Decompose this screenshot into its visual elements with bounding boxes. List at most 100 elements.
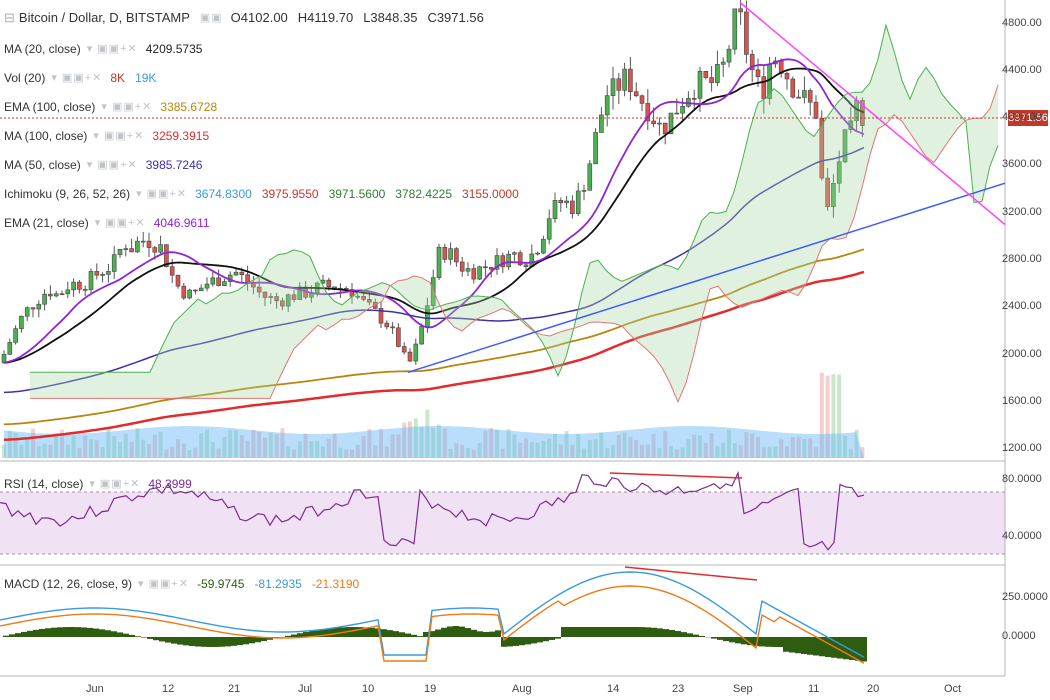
indicator-name: EMA (21, close) <box>4 216 89 230</box>
macd-histogram-bar <box>75 627 81 637</box>
macd-histogram-bar <box>447 626 453 637</box>
candle-body <box>24 307 30 317</box>
indicator-settings-icons[interactable]: ▾ ▣▣+✕ <box>51 72 103 84</box>
volume-bar <box>268 432 273 458</box>
candle-body <box>210 277 216 285</box>
indicator-settings-icons[interactable]: ▾ ▣▣+✕ <box>93 130 145 142</box>
macd-histogram-bar <box>747 637 753 646</box>
candle-body <box>193 289 198 292</box>
volume-bar <box>558 444 563 458</box>
trendline-support <box>407 182 1006 374</box>
candle-body <box>813 101 819 119</box>
candle-body <box>802 90 807 98</box>
macd-histogram-bar <box>489 631 495 637</box>
y-tick-label: 1600.00 <box>1002 394 1042 407</box>
candle-body <box>442 246 448 260</box>
volume-bar <box>297 441 302 458</box>
volume-bar <box>448 448 453 458</box>
candle-body <box>239 271 245 275</box>
volume-bar <box>732 443 737 458</box>
macd-histogram-bar <box>717 637 723 640</box>
volume-bar <box>286 446 291 458</box>
volume-bar <box>361 436 366 458</box>
macd-histogram-bar <box>771 637 777 647</box>
ichimoku-cloud <box>30 25 998 402</box>
volume-bar <box>645 444 650 458</box>
indicator-settings-icons[interactable]: ▾ ▣▣+✕ <box>86 159 138 171</box>
indicator-settings-icons[interactable]: ▾ ▣▣+✕ <box>101 101 153 113</box>
macd-histogram-bar <box>363 627 369 637</box>
candle-body <box>581 190 587 192</box>
volume-bar <box>187 449 192 458</box>
candle-body <box>633 91 639 97</box>
candle-body <box>198 287 204 292</box>
volume-bar <box>257 431 262 458</box>
volume-bar <box>709 433 714 458</box>
candle-body <box>628 68 633 93</box>
volume-bar <box>315 440 320 458</box>
candle-body <box>517 252 523 266</box>
macd-histogram-bar <box>93 628 99 637</box>
volume-bar <box>263 437 267 458</box>
volume-bar <box>593 439 598 458</box>
rsi-settings-icons[interactable]: ▾ ▣▣+✕ <box>89 478 141 490</box>
candle-body <box>674 112 680 115</box>
macd-histogram-bar <box>327 628 333 637</box>
volume-bar <box>384 446 389 458</box>
indicator-name: Vol (20) <box>4 71 46 85</box>
volume-bar <box>321 446 325 458</box>
macd-histogram-bar <box>429 631 435 637</box>
volume-bar <box>761 447 766 458</box>
volume-bar <box>425 409 430 458</box>
ohlc-high: H4119.70 <box>297 10 354 25</box>
macd-histogram-bar <box>585 627 591 637</box>
macd-histogram-bar <box>699 635 705 637</box>
candle-body <box>59 293 65 296</box>
volume-bar <box>692 434 697 458</box>
macd-histogram-bar <box>813 637 819 656</box>
candle-body <box>552 200 558 219</box>
volume-bar <box>326 438 331 458</box>
macd-histogram-bar <box>525 637 531 645</box>
indicator-settings-icons[interactable]: ▾ ▣▣+✕ <box>136 188 188 200</box>
macd-settings-icons[interactable]: ▾ ▣▣+✕ <box>138 578 190 590</box>
volume-bar <box>837 374 842 458</box>
candle-body <box>158 244 163 253</box>
macd-histogram-bar <box>537 637 543 643</box>
macd-histogram-bar <box>189 637 195 647</box>
volume-bar <box>570 445 575 458</box>
macd-histogram-bar <box>45 628 51 637</box>
ohlc-low: L3848.35 <box>363 10 418 25</box>
macd-signal-line <box>0 585 865 664</box>
volume-bar <box>727 429 731 458</box>
y-tick-label: 2400.00 <box>1002 300 1042 313</box>
collapse-icon[interactable]: ⊟ <box>4 10 15 25</box>
macd-histogram-bar <box>465 628 471 637</box>
volume-bar <box>750 433 755 458</box>
indicator-settings-icons[interactable]: ▾ ▣▣+✕ <box>94 217 146 229</box>
volume-bar <box>42 443 47 458</box>
header-settings-icons[interactable]: ▣▣ <box>199 12 223 24</box>
candle-body <box>651 120 656 125</box>
volume-bar <box>205 429 209 458</box>
candle-body <box>30 307 36 310</box>
macd-histogram-bar <box>399 632 405 637</box>
candle-body <box>570 200 575 214</box>
macd-histogram-bar <box>159 637 165 642</box>
volume-bar <box>210 442 215 458</box>
indicator-name: EMA (100, close) <box>4 100 96 114</box>
indicator-settings-icons[interactable]: ▾ ▣▣+✕ <box>86 43 138 55</box>
x-tick-label: Jul <box>298 683 313 695</box>
last-price-tag: 3971.56 <box>1008 110 1048 126</box>
macd-histogram-bar <box>441 627 447 637</box>
volume-bar <box>419 426 424 458</box>
volume-bar <box>77 448 82 458</box>
candle-body <box>413 343 419 362</box>
macd-histogram-bar <box>609 627 615 637</box>
macd-histogram-bar <box>39 628 45 637</box>
candle-body <box>19 315 24 329</box>
candle-body <box>291 294 297 300</box>
volume-bar <box>390 434 395 458</box>
volume-bar <box>814 447 818 458</box>
